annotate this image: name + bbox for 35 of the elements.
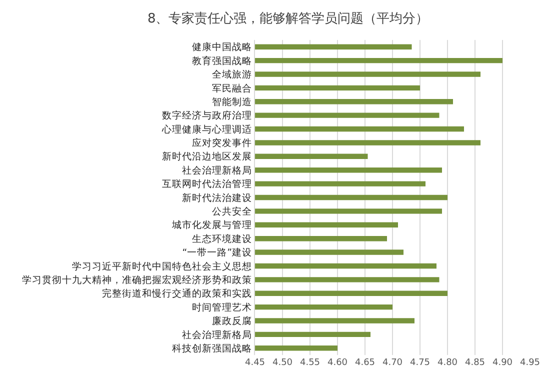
x-tick-label: 4.75 xyxy=(410,358,430,368)
x-tick-label: 4.80 xyxy=(437,358,458,368)
x-tick-label: 4.55 xyxy=(300,358,320,368)
y-tick-label: 科技创新强国战略 xyxy=(172,342,252,354)
y-tick-label: 互联网时代法治管理 xyxy=(162,178,252,190)
x-tick-label: 4.70 xyxy=(382,358,403,368)
y-tick-label: 生态环境建设 xyxy=(192,232,252,245)
x-tick-label: 4.45 xyxy=(244,358,266,368)
chart-title: 8、专家责任心强，能够解答学员问题（平均分） xyxy=(147,10,429,27)
y-tick-label: 新时代沿边地区发展 xyxy=(162,150,252,163)
x-tick-label: 4.90 xyxy=(492,358,513,368)
y-tick-label: 廉政反腐 xyxy=(212,315,252,328)
y-tick-label: 智能制造 xyxy=(212,96,252,108)
y-tick-label: 数字经济与政府治理 xyxy=(162,110,252,122)
y-tick-label: 完整街道和慢行交通的政策和实践 xyxy=(102,288,252,300)
y-tick-label: 应对突发事件 xyxy=(192,137,252,150)
x-tick-label: 4.65 xyxy=(354,358,376,368)
x-tick-label: 4.50 xyxy=(272,358,293,368)
y-tick-label: 社会治理新格局 xyxy=(182,164,252,176)
y-tick-label: 公共安全 xyxy=(212,206,252,218)
y-tick-label: 学习贯彻十九大精神，准确把握宏观经济形势和政策 xyxy=(22,274,252,286)
y-tick-label: 军民融合 xyxy=(212,82,252,94)
y-tick-label: 学习习近平新时代中国特色社会主义思想 xyxy=(72,260,252,272)
y-tick-label: 城市化发展与管理 xyxy=(171,219,252,232)
x-tick-label: 4.95 xyxy=(520,358,540,368)
x-tick-label: 4.85 xyxy=(464,358,486,368)
y-tick-label: 心理健康与心理调适 xyxy=(161,123,252,136)
y-tick-label: 教育强国战略 xyxy=(192,54,252,67)
y-tick-label: 全域旅游 xyxy=(212,68,252,81)
y-tick-label: 时间管理艺术 xyxy=(192,301,252,314)
y-tick-label: 社会治理新格局 xyxy=(182,328,252,341)
y-tick-label: “一带一路”建设 xyxy=(182,246,252,259)
y-tick-label: 新时代法治建设 xyxy=(182,192,252,204)
x-tick-label: 4.60 xyxy=(327,358,348,368)
y-tick-label: 健康中国战略 xyxy=(192,41,252,54)
